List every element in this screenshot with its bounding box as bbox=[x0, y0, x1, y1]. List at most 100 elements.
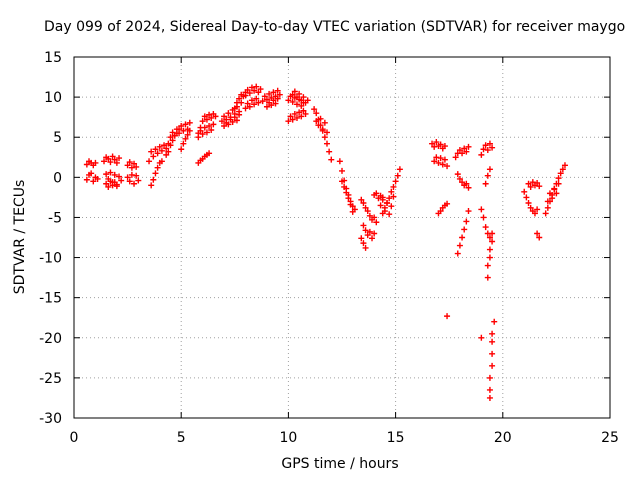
data-point bbox=[559, 166, 566, 173]
data-point bbox=[255, 89, 262, 96]
data-point bbox=[298, 97, 305, 104]
data-point bbox=[105, 183, 112, 190]
data-point bbox=[347, 201, 354, 208]
data-point bbox=[184, 131, 191, 138]
data-point bbox=[390, 183, 397, 190]
data-point bbox=[197, 127, 204, 134]
data-point bbox=[381, 208, 388, 215]
data-point bbox=[465, 143, 472, 150]
data-point bbox=[156, 143, 163, 150]
data-point bbox=[484, 274, 491, 281]
data-point bbox=[300, 107, 307, 114]
data-point bbox=[489, 238, 496, 245]
data-point bbox=[212, 113, 219, 120]
data-point bbox=[371, 214, 378, 221]
data-point bbox=[452, 154, 459, 161]
data-point bbox=[435, 159, 442, 166]
data-point bbox=[201, 113, 208, 120]
data-point bbox=[94, 175, 101, 182]
data-point bbox=[253, 95, 260, 102]
data-point bbox=[480, 146, 487, 153]
data-point bbox=[169, 129, 176, 136]
data-point bbox=[268, 102, 275, 109]
data-point bbox=[489, 362, 496, 369]
data-point bbox=[486, 246, 493, 253]
data-point bbox=[233, 117, 240, 124]
data-point bbox=[203, 129, 210, 136]
data-point bbox=[431, 158, 438, 165]
data-point bbox=[242, 105, 249, 112]
data-point bbox=[486, 166, 493, 173]
data-point bbox=[261, 93, 268, 100]
data-point bbox=[293, 114, 300, 121]
data-point bbox=[248, 97, 255, 104]
y-tick-label: -5 bbox=[48, 210, 62, 226]
data-point bbox=[92, 159, 99, 166]
data-point bbox=[461, 226, 468, 233]
plot-frame bbox=[73, 56, 611, 419]
data-point bbox=[126, 159, 133, 166]
data-point bbox=[270, 89, 277, 96]
data-point bbox=[133, 163, 140, 170]
data-point bbox=[484, 172, 491, 179]
x-tick-label: 5 bbox=[177, 430, 186, 446]
data-point bbox=[231, 105, 238, 112]
data-point bbox=[135, 177, 142, 184]
data-point bbox=[444, 200, 451, 207]
data-point bbox=[379, 196, 386, 203]
data-point bbox=[274, 95, 281, 102]
data-point bbox=[373, 219, 380, 226]
data-point bbox=[163, 151, 170, 158]
data-point bbox=[444, 163, 451, 170]
data-point bbox=[358, 196, 365, 203]
data-point bbox=[90, 178, 97, 185]
data-point bbox=[489, 350, 496, 357]
data-point bbox=[148, 182, 155, 189]
data-point bbox=[285, 118, 292, 125]
data-point bbox=[360, 222, 367, 229]
data-point bbox=[463, 218, 470, 225]
data-point bbox=[484, 147, 491, 154]
data-point bbox=[486, 140, 493, 147]
x-tick-label: 15 bbox=[387, 430, 405, 446]
x-tick-label: 20 bbox=[494, 430, 512, 446]
data-point bbox=[486, 386, 493, 393]
data-point bbox=[246, 103, 253, 110]
data-point bbox=[118, 177, 125, 184]
data-point bbox=[444, 313, 451, 320]
data-point bbox=[180, 140, 187, 147]
data-point bbox=[195, 134, 202, 141]
data-point bbox=[113, 159, 120, 166]
data-point bbox=[482, 224, 489, 231]
data-point bbox=[489, 144, 496, 151]
data-point bbox=[208, 114, 215, 121]
data-point bbox=[339, 178, 345, 185]
data-point bbox=[182, 135, 189, 142]
data-point bbox=[489, 230, 496, 237]
data-point bbox=[489, 338, 496, 345]
data-point bbox=[248, 84, 255, 91]
data-point bbox=[229, 118, 236, 125]
data-point bbox=[343, 189, 350, 196]
data-point bbox=[113, 183, 120, 190]
data-point bbox=[150, 153, 157, 160]
data-point bbox=[486, 394, 493, 401]
data-point bbox=[107, 159, 114, 166]
data-point bbox=[480, 214, 487, 221]
data-point bbox=[478, 151, 485, 158]
data-point bbox=[103, 171, 110, 178]
data-point bbox=[456, 175, 463, 182]
data-point bbox=[291, 88, 298, 95]
data-point bbox=[551, 185, 558, 192]
data-point bbox=[231, 114, 238, 121]
data-point bbox=[369, 235, 376, 242]
data-point bbox=[555, 175, 562, 182]
data-point bbox=[542, 210, 549, 217]
data-point bbox=[154, 150, 161, 157]
data-point bbox=[456, 147, 463, 154]
y-tick-label: -30 bbox=[39, 411, 62, 427]
data-point bbox=[289, 91, 296, 98]
data-point bbox=[208, 127, 215, 134]
data-point bbox=[276, 91, 283, 98]
data-point bbox=[111, 156, 118, 163]
